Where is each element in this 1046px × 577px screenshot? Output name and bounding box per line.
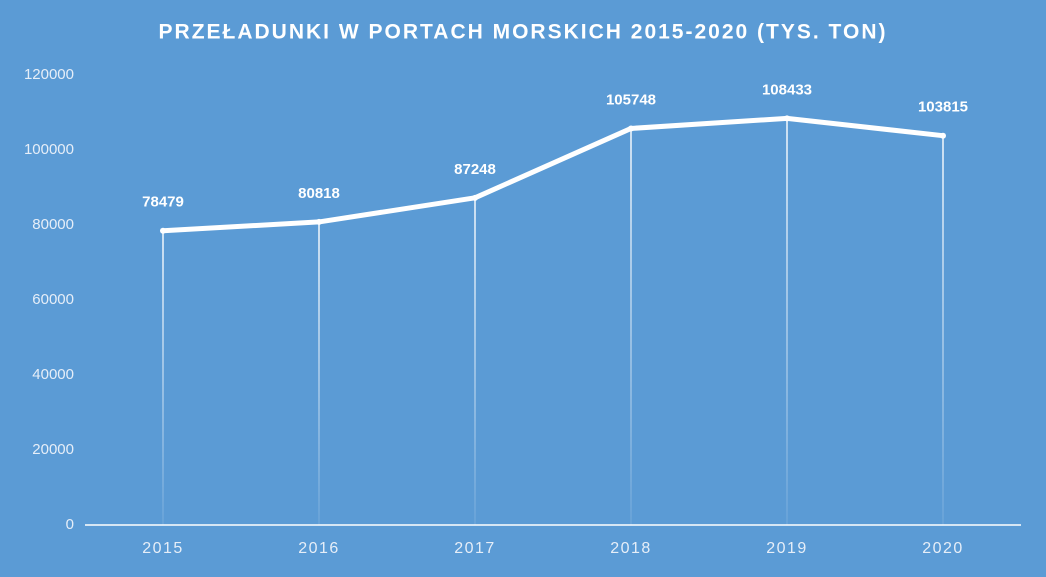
point bbox=[160, 227, 166, 234]
x-tick-label: 2020 bbox=[922, 540, 964, 557]
drop-line bbox=[630, 128, 632, 525]
x-tick-label: 2015 bbox=[142, 540, 184, 557]
x-tick-label: 2017 bbox=[454, 540, 496, 557]
drop-line bbox=[942, 135, 944, 525]
data-label: 78479 bbox=[142, 194, 184, 211]
y-tick-label: 60000 bbox=[32, 291, 74, 308]
data-label: 103815 bbox=[918, 99, 968, 116]
y-tick-label: 120000 bbox=[24, 66, 74, 83]
data-label: 80818 bbox=[298, 185, 340, 202]
point bbox=[940, 132, 946, 139]
data-label: 105748 bbox=[606, 91, 656, 108]
x-tick-label: 2016 bbox=[298, 540, 340, 557]
line bbox=[160, 115, 946, 234]
y-tick-label: 20000 bbox=[32, 441, 74, 458]
data-label: 108433 bbox=[762, 81, 812, 98]
point bbox=[784, 115, 790, 122]
point bbox=[628, 125, 634, 132]
drop-line bbox=[474, 197, 476, 525]
y-tick-label: 80000 bbox=[32, 216, 74, 233]
chart-title: PRZEŁADUNKI W PORTACH MORSKICH 2015-2020… bbox=[159, 21, 888, 44]
y-tick-label: 0 bbox=[66, 516, 74, 533]
y-tick-label: 40000 bbox=[32, 366, 74, 383]
point bbox=[316, 218, 322, 225]
point bbox=[472, 194, 478, 201]
drop-line bbox=[318, 221, 320, 525]
y-tick-label: 100000 bbox=[24, 141, 74, 158]
x-tick-label: 2019 bbox=[766, 540, 808, 557]
drop-line bbox=[786, 118, 788, 525]
data-label: 87248 bbox=[454, 161, 496, 178]
drop-line bbox=[162, 230, 164, 526]
x-tick-label: 2018 bbox=[610, 540, 652, 557]
